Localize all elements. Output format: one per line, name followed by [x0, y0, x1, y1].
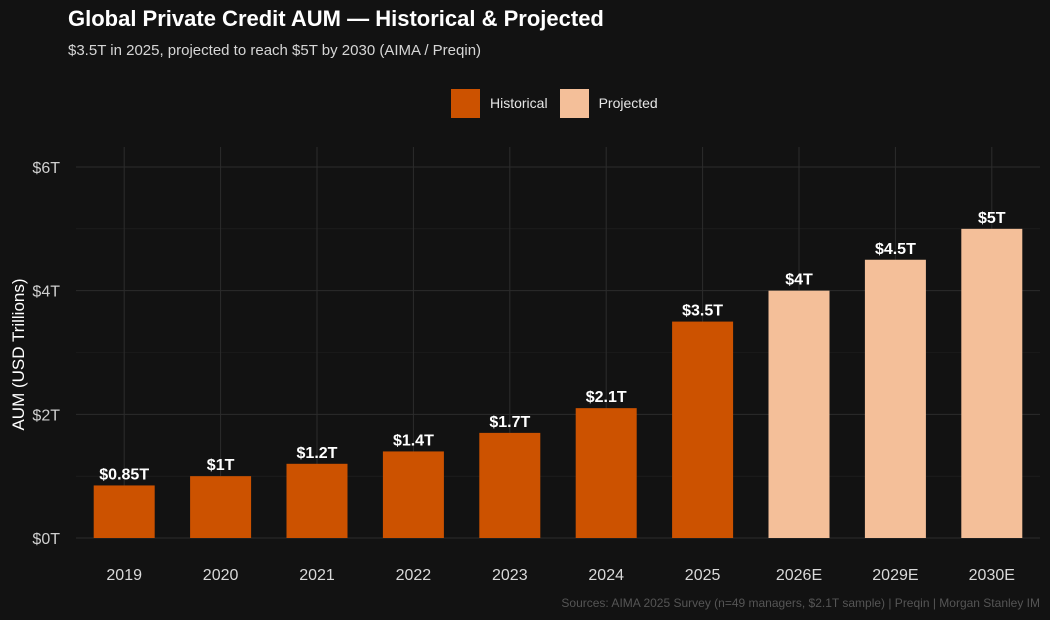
data-label: $1T — [207, 457, 235, 474]
legend-item-historical: Historical — [451, 88, 548, 118]
y-tick-label: $4T — [32, 284, 60, 301]
x-tick-label: 2019 — [106, 567, 142, 584]
legend-swatch-projected — [559, 88, 589, 118]
chart-legend: Historical Projected — [451, 88, 670, 118]
data-label: $5T — [978, 210, 1006, 227]
data-label: $1.2T — [297, 445, 338, 462]
y-tick-label: $0T — [32, 531, 60, 548]
bar-2022 — [382, 451, 444, 538]
x-tick-label: 2021 — [299, 567, 335, 584]
x-tick-label: 2022 — [396, 567, 432, 584]
x-tick-label: 2023 — [492, 567, 528, 584]
x-tick-label: 2030E — [969, 567, 1015, 584]
bar-2026e — [768, 290, 830, 538]
x-tick-label: 2025 — [685, 567, 721, 584]
data-label: $0.85T — [99, 466, 149, 483]
bar-2019 — [93, 485, 155, 538]
data-label: $4T — [785, 272, 813, 289]
bar-2024 — [575, 408, 637, 538]
y-axis-label: AUM (USD Trillions) — [9, 278, 28, 430]
legend-label-historical: Historical — [490, 95, 548, 111]
y-tick-label: $2T — [32, 407, 60, 424]
source-note: Sources: AIMA 2025 Survey (n=49 managers… — [561, 596, 1040, 610]
x-tick-label: 2026E — [776, 567, 822, 584]
x-tick-label: 2029E — [872, 567, 918, 584]
legend-label-projected: Projected — [598, 95, 658, 111]
bar-2023 — [479, 432, 541, 538]
data-label: $4.5T — [875, 241, 916, 258]
data-label: $1.4T — [393, 432, 434, 449]
legend-swatch-historical — [451, 88, 480, 118]
bar-2030e — [961, 228, 1023, 539]
data-label: $3.5T — [682, 303, 723, 320]
chart-subtitle: $3.5T in 2025, projected to reach $5T by… — [68, 42, 482, 59]
bar-2020 — [190, 476, 252, 538]
data-label: $2.1T — [586, 389, 627, 406]
y-tick-label: $6T — [32, 160, 60, 177]
legend-item-projected: Projected — [559, 88, 658, 118]
data-label: $1.7T — [489, 414, 530, 431]
bar-2021 — [286, 463, 348, 538]
bar-2025 — [672, 321, 734, 538]
x-tick-label: 2020 — [203, 567, 239, 584]
bar-2029e — [864, 259, 926, 538]
x-tick-label: 2024 — [588, 567, 624, 584]
chart-title: Global Private Credit AUM — Historical &… — [68, 6, 604, 31]
